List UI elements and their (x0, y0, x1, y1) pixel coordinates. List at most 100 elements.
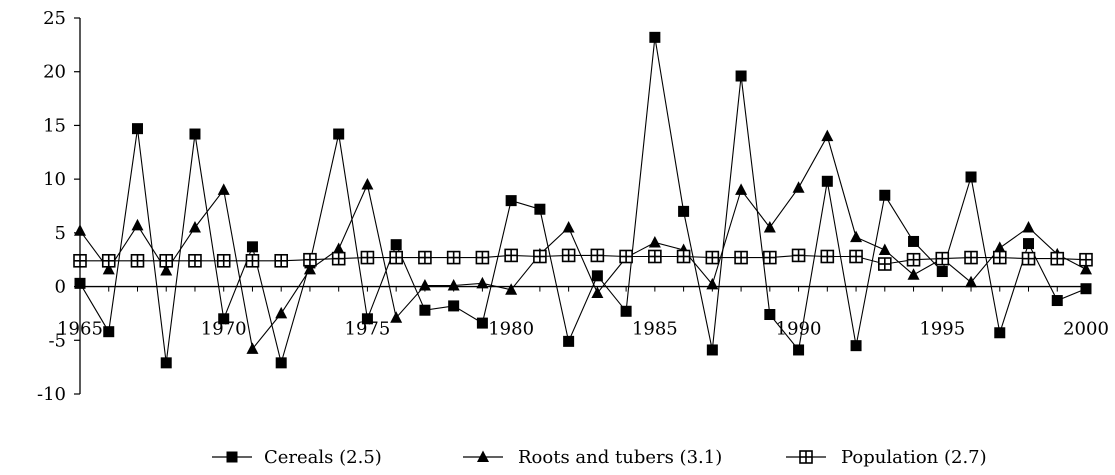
data-point (74, 277, 86, 289)
data-point (850, 340, 862, 352)
series-line (79, 134, 1087, 351)
data-point (360, 250, 375, 265)
data-point (533, 249, 547, 264)
data-point (73, 253, 87, 268)
legend-item: Roots and tubers (3.1) (463, 447, 722, 468)
data-point (878, 243, 891, 256)
data-point (1021, 251, 1036, 266)
y-tick-label: 20 (43, 62, 66, 83)
data-point (130, 253, 145, 268)
data-point (101, 253, 116, 268)
data-point (189, 128, 201, 140)
y-tick-label: -5 (48, 330, 66, 351)
data-point (734, 250, 748, 265)
data-point (188, 220, 201, 233)
legend-marker (477, 450, 489, 462)
data-point (562, 220, 575, 233)
legend-label: Population (2.7) (841, 447, 987, 468)
data-point (1079, 252, 1093, 267)
data-point (218, 313, 230, 325)
data-point (992, 250, 1007, 265)
data-point (965, 275, 978, 288)
legend-item: Cereals (2.5) (212, 447, 382, 468)
data-point (706, 277, 719, 290)
data-point (159, 253, 174, 268)
data-point (793, 344, 805, 356)
data-point (764, 309, 776, 321)
data-point (994, 327, 1006, 339)
data-point (504, 248, 518, 263)
x-tick-label: 1975 (345, 319, 391, 340)
data-point (705, 250, 720, 265)
data-point (361, 313, 373, 325)
x-tick-label: 1970 (201, 319, 247, 340)
data-point (390, 239, 402, 251)
data-point (331, 251, 346, 266)
data-point (418, 278, 431, 291)
data-point (131, 123, 143, 135)
legend: Cereals (2.5) Roots and tubers (3.1) Popul… (212, 447, 987, 468)
data-point (160, 357, 172, 369)
x-tick-label: 1995 (919, 319, 965, 340)
y-tick-label: 15 (43, 115, 66, 136)
data-point (821, 175, 833, 187)
data-point (476, 317, 488, 329)
data-point (792, 181, 805, 193)
x-tick-label: 1985 (632, 319, 678, 340)
legend-marker (226, 451, 238, 463)
data-point (879, 189, 891, 201)
data-point (563, 335, 575, 347)
data-point (706, 344, 718, 356)
data-point (678, 205, 690, 217)
data-point (1022, 220, 1035, 233)
data-point (849, 249, 863, 264)
data-point (935, 251, 950, 266)
y-tick-label: 10 (43, 169, 66, 190)
data-point (619, 249, 633, 264)
data-point (333, 128, 345, 140)
data-point (877, 257, 892, 271)
data-point (936, 266, 948, 278)
y-tick-label: 0 (55, 277, 66, 298)
y-tick-label: 25 (43, 8, 66, 29)
data-point (648, 249, 662, 264)
data-point (74, 224, 86, 236)
data-point (649, 31, 661, 43)
legend-label: Roots and tubers (3.1) (518, 447, 722, 468)
data-point (131, 218, 144, 231)
data-point (390, 311, 403, 323)
data-point (735, 70, 747, 82)
y-tick-label: -10 (37, 384, 66, 405)
data-point (275, 306, 288, 319)
data-point (791, 248, 806, 263)
data-point (246, 241, 258, 253)
data-point (476, 276, 489, 289)
data-point (1080, 283, 1092, 295)
data-point (820, 249, 835, 264)
x-tick-label: 1990 (776, 319, 822, 340)
axes: -10 -5 0 5 10 15 20 25 1965 1970 1975 1980 1985 1990 1… (37, 8, 1109, 405)
data-point (216, 253, 231, 268)
data-point (906, 252, 921, 267)
legend-item: Population (2.7) (786, 447, 987, 468)
data-point (993, 241, 1006, 253)
data-point (245, 253, 260, 268)
data-point (418, 250, 432, 265)
data-point (505, 283, 518, 295)
data-point (446, 250, 461, 265)
data-point (821, 129, 834, 142)
series-open-cross-square (73, 248, 1093, 271)
data-point (735, 183, 748, 195)
data-point (907, 268, 920, 280)
x-tick-label: 2000 (1063, 319, 1109, 340)
data-point (850, 230, 863, 243)
data-point (303, 252, 317, 267)
data-point (447, 278, 460, 291)
data-point (591, 286, 604, 299)
data-point (648, 236, 661, 248)
data-point (419, 304, 431, 316)
data-point (274, 253, 289, 268)
series-layer (73, 31, 1093, 369)
data-point (965, 171, 977, 183)
